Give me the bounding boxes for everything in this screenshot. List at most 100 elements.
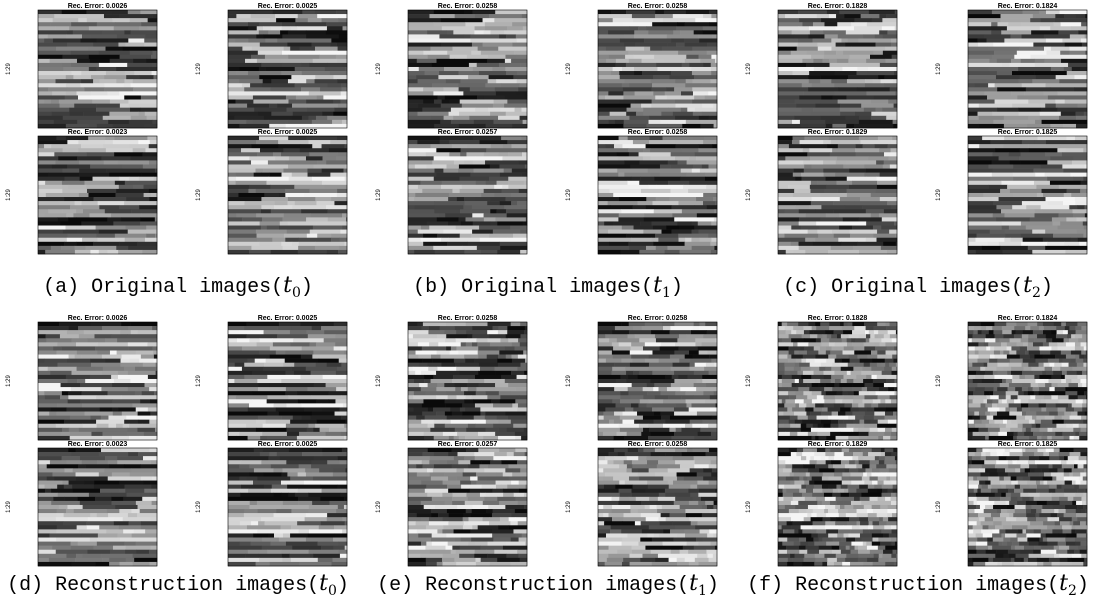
pixel-band [408,116,431,120]
pixel-band [990,383,1000,387]
pixel-band [408,59,417,63]
pixel-band [123,47,157,51]
pixel-band [692,355,709,359]
pixel-band [434,436,449,440]
pixel-band [635,91,654,95]
pixel-band [1049,412,1058,416]
pixel-band [867,91,896,95]
pixel-band [300,562,332,566]
pixel-band [778,399,782,403]
pixel-band [76,476,108,480]
pixel-band [789,346,801,350]
pixel-band [704,367,717,371]
pixel-band [239,542,250,546]
pixel-band [650,156,675,160]
pixel-band [778,359,788,363]
pixel-band [287,485,321,489]
pixel-band [517,38,528,42]
pixel-band [598,342,612,346]
pixel-band [444,87,459,91]
pixel-band [1026,87,1050,91]
pixel-band [343,14,347,18]
pixel-band [598,452,609,456]
pixel-band [267,550,281,554]
pixel-band [1050,156,1074,160]
pixel-band [82,238,98,242]
pixel-band [79,334,95,338]
pixel-band [228,355,255,359]
pixel-band [276,509,291,513]
caption-sub: 0 [292,285,301,301]
pixel-band [100,79,117,83]
pixel-band [258,383,269,387]
pixel-band [639,424,648,428]
pixel-band [1077,391,1084,395]
pixel-band [301,209,328,213]
pixel-band [408,71,425,75]
pixel-band [1051,67,1064,71]
pixel-band [778,226,792,230]
pixel-band [432,83,459,87]
pixel-band [803,379,815,383]
pixel-band [665,489,689,493]
pixel-band [850,234,874,238]
pixel-band [256,34,263,38]
pixel-band [1033,342,1043,346]
pixel-band [711,238,717,242]
pixel-band [778,379,782,383]
pixel-band [879,387,883,391]
pixel-band [968,112,978,116]
pixel-band [109,464,124,468]
pixel-band [968,234,977,238]
pixel-band [299,432,326,436]
pixel-band [701,497,717,501]
pixel-band [798,387,809,391]
pixel-band [793,193,821,197]
pixel-band [228,156,250,160]
pixel-band [69,481,85,485]
pixel-band [443,525,463,529]
pixel-band [605,562,623,566]
pixel-band [639,476,663,480]
pixel-band [99,230,128,234]
pixel-band [851,371,862,375]
pixel-band [795,403,799,407]
pixel-band [997,359,1010,363]
pixel-band [429,326,440,330]
pixel-band [285,238,299,242]
pixel-band [309,529,343,533]
pixel-band [874,412,885,416]
pixel-band [447,509,466,513]
pixel-band [785,371,791,375]
pixel-band [826,213,840,217]
pixel-band [97,542,125,546]
pixel-band [866,221,894,225]
pixel-band [831,140,861,144]
pixel-band [633,55,654,59]
pixel-band [975,346,987,350]
pixel-band [1057,391,1065,395]
pixel-band [658,387,667,391]
pixel-band [465,22,485,26]
pixel-band [620,399,640,403]
pixel-band [466,342,473,346]
pixel-band [500,399,516,403]
pixel-band [624,436,648,440]
pixel-band [778,250,786,254]
pixel-band [982,246,1001,250]
y-axis-label: 1:29 [376,375,382,387]
pixel-band [999,338,1010,342]
pixel-band [973,391,984,395]
pixel-band [145,112,157,116]
pixel-band [508,525,527,529]
pixel-band [485,416,497,420]
pixel-band [994,379,1002,383]
pixel-band [73,489,101,493]
pixel-band [317,14,343,18]
pixel-band [871,100,889,104]
pixel-band [598,428,620,432]
pixel-band [38,22,50,26]
pixel-band [649,355,670,359]
pixel-band [487,322,510,326]
pixel-band [306,30,326,34]
